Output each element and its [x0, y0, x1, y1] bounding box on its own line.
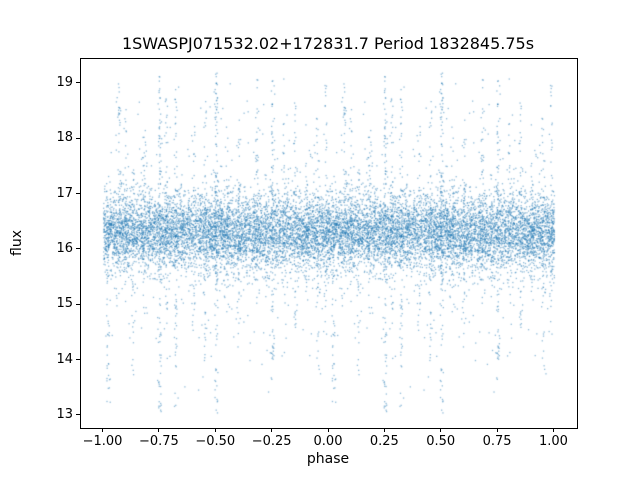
x-tick-mark [327, 428, 329, 432]
x-tick-label: 0.25 [369, 434, 399, 449]
scatter-points-canvas [81, 59, 577, 428]
y-tick-label: 16 [56, 240, 73, 256]
y-axis-label: flux [9, 230, 25, 256]
x-tick-mark [158, 428, 160, 432]
x-tick-mark [440, 428, 442, 432]
y-tick-label: 19 [56, 74, 73, 90]
y-tick-mark [76, 359, 80, 360]
y-tick-mark [76, 137, 80, 139]
x-tick-label: −0.75 [138, 434, 179, 449]
x-axis-label: phase [306, 451, 350, 467]
x-tick-mark [214, 428, 216, 432]
x-tick-label: 0.00 [313, 434, 343, 449]
x-tick-label: 1.00 [538, 434, 568, 449]
x-tick-mark [496, 428, 498, 432]
y-tick-label: 15 [56, 296, 73, 312]
y-tick-mark [76, 248, 80, 250]
y-tick-mark [76, 303, 80, 305]
x-tick-mark [552, 428, 554, 432]
x-tick-label: 0.75 [482, 434, 512, 449]
x-tick-mark [102, 428, 104, 432]
x-tick-mark [383, 428, 385, 432]
y-tick-label: 13 [56, 406, 73, 422]
y-tick-label: 17 [56, 185, 73, 201]
x-tick-mark [271, 428, 273, 432]
y-tick-label: 18 [56, 130, 73, 146]
y-tick-label: 14 [56, 351, 73, 367]
x-tick-label: −1.00 [82, 434, 123, 449]
y-tick-mark [76, 193, 80, 195]
y-tick-mark [76, 414, 80, 416]
y-tick-mark [76, 82, 80, 84]
chart-title: 1SWASPJ071532.02+172831.7 Period 1832845… [121, 34, 535, 53]
x-tick-label: 0.50 [426, 434, 456, 449]
x-tick-label: −0.50 [195, 434, 236, 449]
plot-area [80, 58, 578, 429]
x-tick-label: −0.25 [251, 434, 292, 449]
